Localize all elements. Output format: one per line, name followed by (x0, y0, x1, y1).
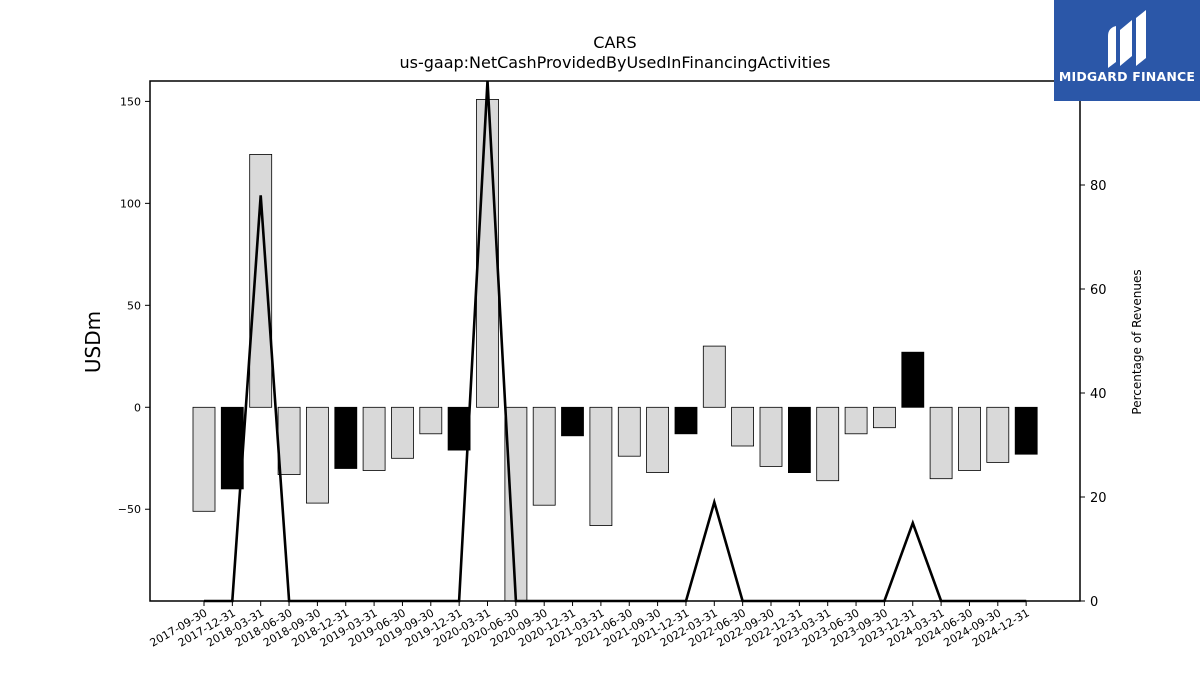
bar (192, 406, 216, 512)
y2-tick-label: 60 (1090, 283, 1107, 298)
bar (731, 406, 754, 447)
bar (249, 153, 273, 408)
bar (759, 406, 783, 467)
logo-mark-icon (1108, 10, 1146, 68)
bar (391, 406, 414, 459)
bar (561, 406, 584, 437)
bar (788, 406, 811, 473)
plot-frame (149, 80, 1081, 602)
logo-text: MIDGARD FINANCE (1058, 69, 1196, 84)
y2-tick-label: 40 (1090, 387, 1107, 402)
bar (589, 406, 613, 526)
chart-subtitle: us-gaap:NetCashProvidedByUsedInFinancing… (399, 53, 830, 72)
chart-title: CARS (593, 33, 636, 52)
y-tick-label: 0 (134, 401, 141, 414)
brand-logo: MIDGARD FINANCE (1054, 0, 1200, 101)
line-series (204, 80, 1027, 603)
y2-axis-label: Percentage of Revenues (1130, 269, 1144, 414)
bar (476, 99, 499, 408)
bar (1014, 406, 1038, 455)
y-tick-label: −50 (118, 503, 141, 516)
bar (901, 351, 925, 408)
bar (702, 345, 726, 408)
bar (305, 406, 329, 504)
bar (816, 406, 840, 482)
y-tick-label: 100 (120, 197, 141, 210)
y2-tick-label: 20 (1090, 491, 1107, 506)
bar (929, 406, 953, 480)
y2-tick-label: 80 (1090, 179, 1107, 194)
bar (532, 406, 556, 506)
bar (674, 406, 698, 435)
bar (873, 406, 896, 429)
bar (334, 406, 358, 469)
bar (447, 406, 471, 451)
bar (419, 406, 443, 435)
bar (646, 406, 669, 473)
y2-tick-label: 0 (1090, 595, 1098, 610)
y-tick-label: 150 (120, 95, 141, 108)
bar (277, 406, 301, 475)
y-axis-label: USDm (81, 311, 105, 373)
bar (958, 406, 981, 471)
percentage-line (204, 80, 1027, 603)
bar (617, 406, 641, 457)
bar (986, 406, 1010, 463)
bar (362, 406, 386, 471)
bar (844, 406, 868, 435)
y-tick-label: 50 (127, 299, 141, 312)
